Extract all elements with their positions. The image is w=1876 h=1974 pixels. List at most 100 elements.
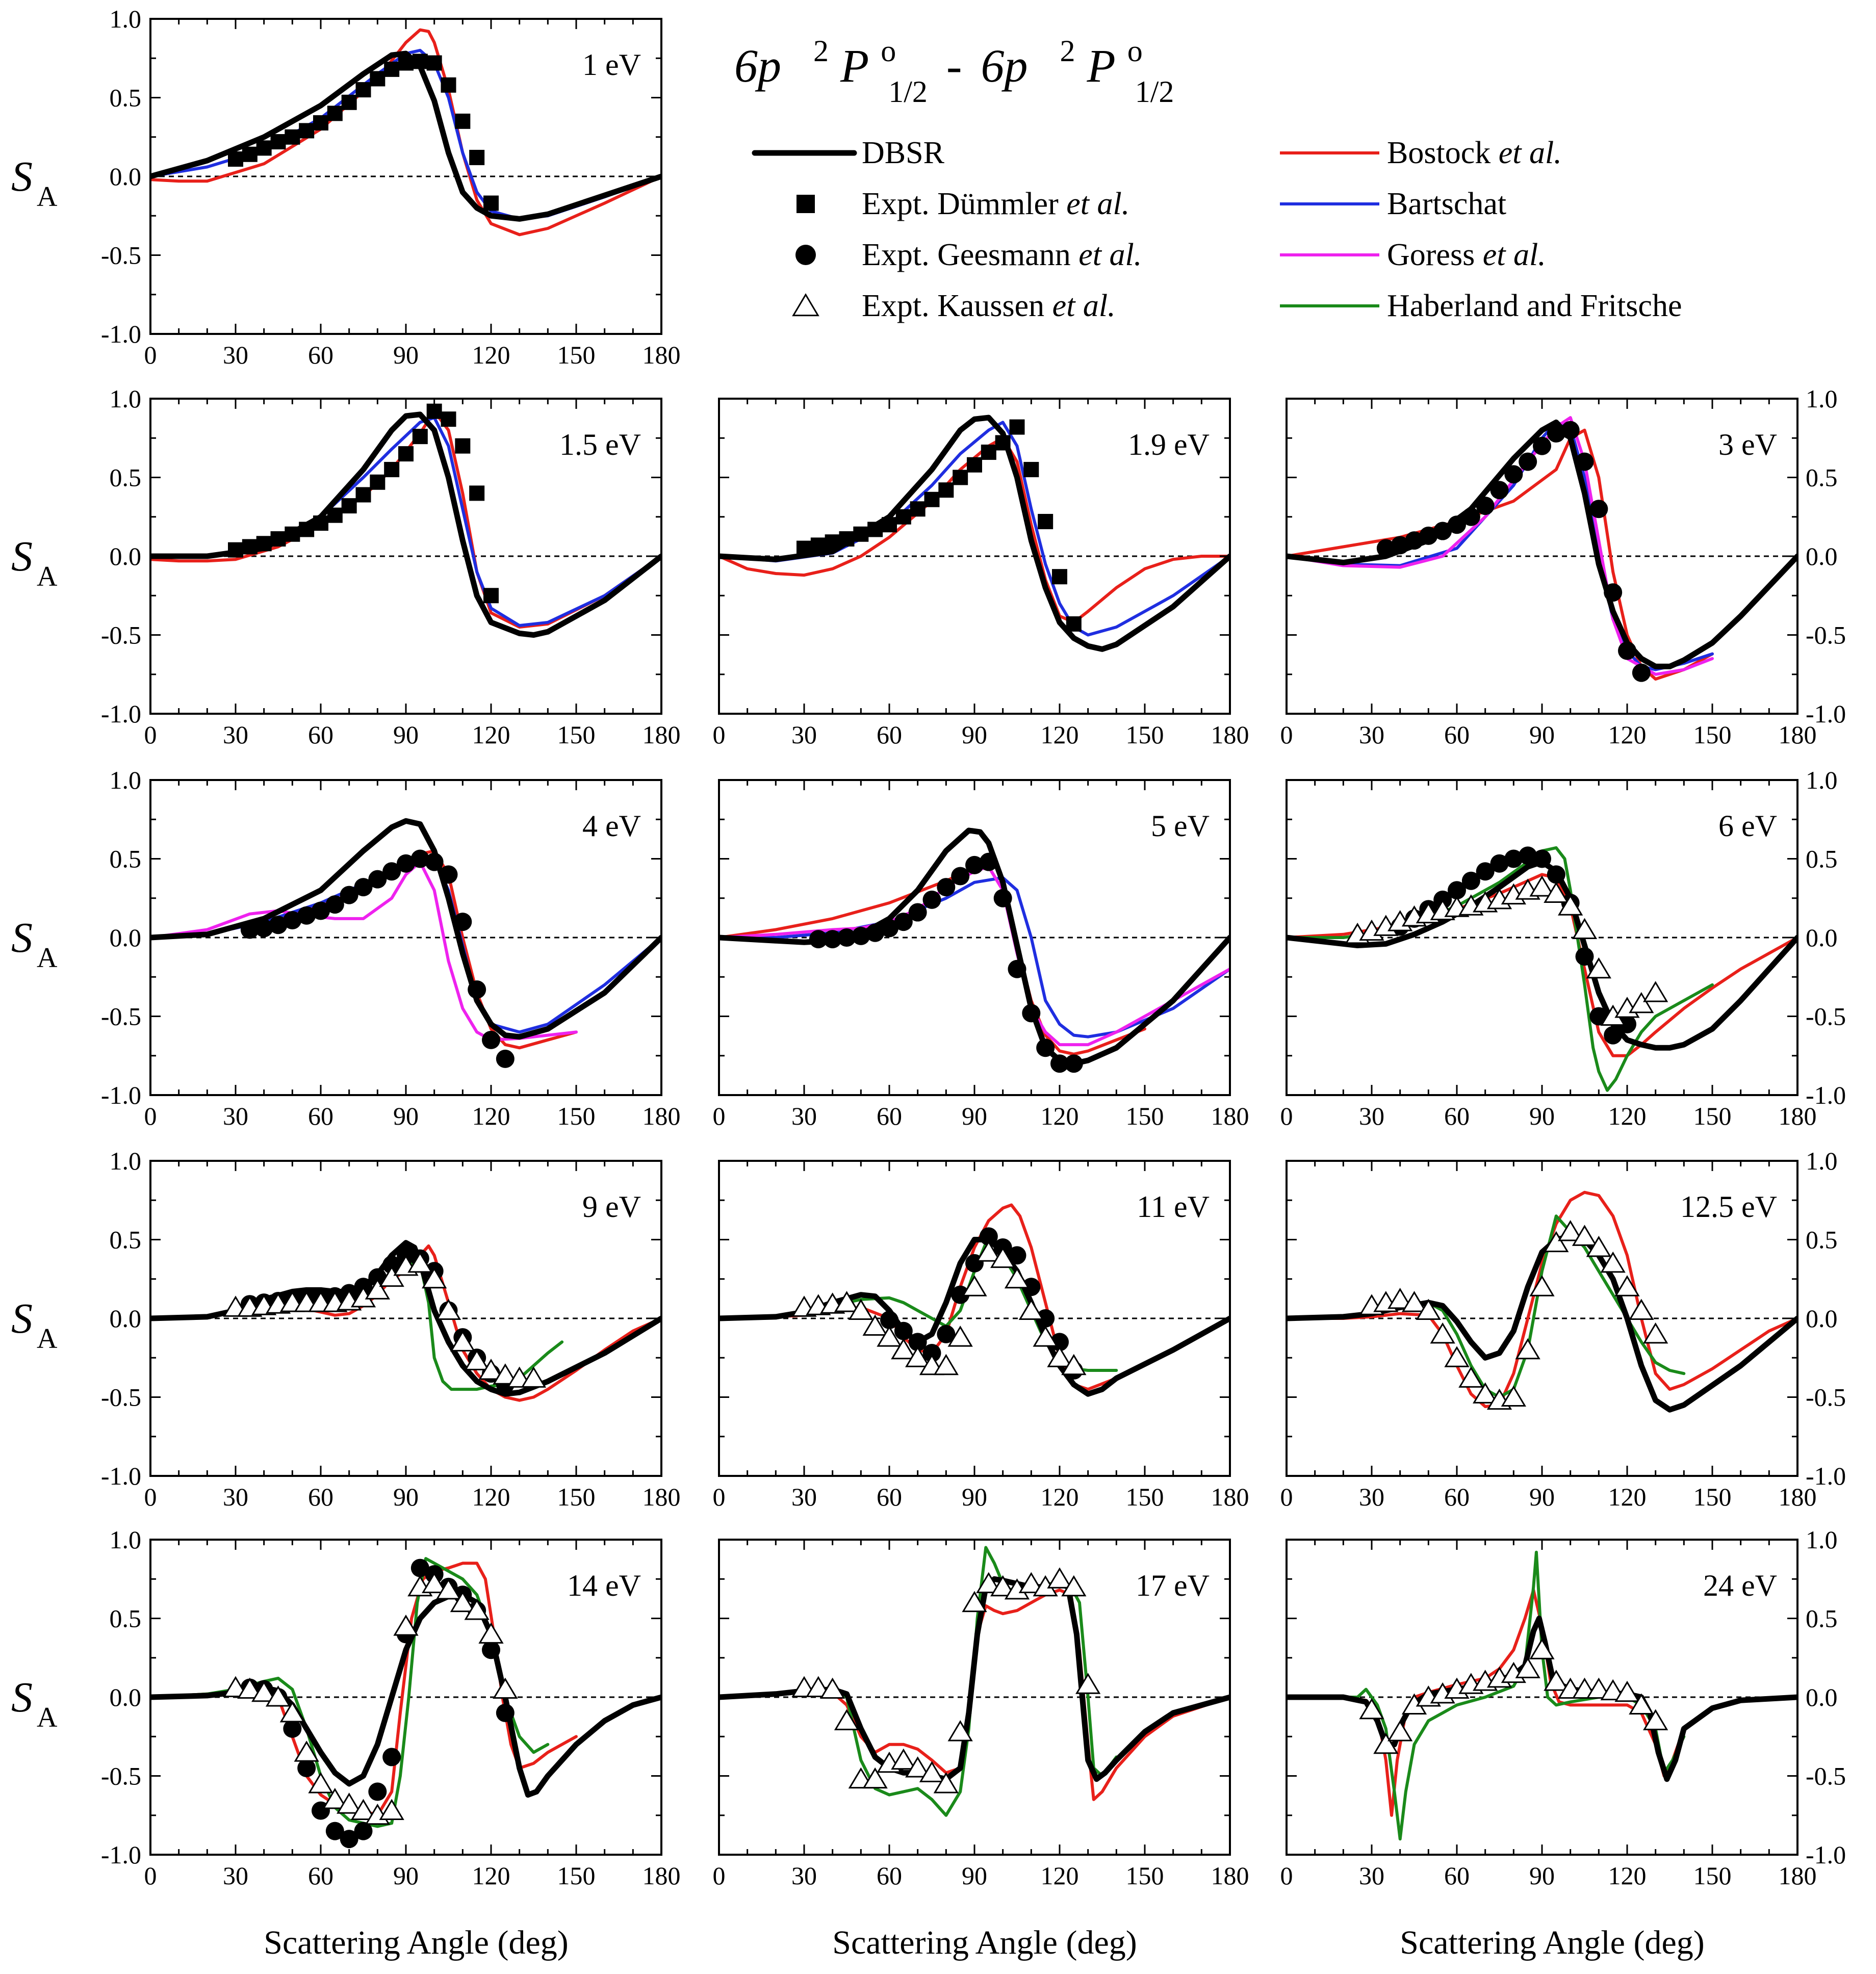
point-circle xyxy=(482,1030,500,1049)
point-square xyxy=(981,445,996,460)
x-tick-label: 150 xyxy=(1126,1102,1164,1130)
energy-label: 1.9 eV xyxy=(1128,428,1210,461)
point-circle xyxy=(496,1703,515,1722)
x-tick-label: 120 xyxy=(472,720,510,749)
series-bostock-et-al xyxy=(719,1588,1230,1801)
point-square xyxy=(882,517,897,533)
x-tick-label: 60 xyxy=(308,341,333,369)
energy-label: 3 eV xyxy=(1718,428,1777,461)
point-triangle xyxy=(1501,1385,1526,1407)
series-dbsr xyxy=(150,1592,661,1798)
energy-label: 24 eV xyxy=(1703,1569,1777,1602)
x-tick-label: 90 xyxy=(1529,720,1555,749)
point-circle xyxy=(410,1559,429,1577)
x-tick-label: 120 xyxy=(1608,1861,1647,1890)
points-expt-d-mmler-et-al xyxy=(228,54,499,211)
point-circle xyxy=(809,930,828,949)
point-square xyxy=(313,115,328,131)
point-circle xyxy=(297,906,316,925)
point-circle xyxy=(937,1324,956,1343)
x-tick-label: 60 xyxy=(877,1861,902,1890)
point-circle xyxy=(283,1719,302,1738)
y-tick-label: -0.5 xyxy=(101,621,141,650)
point-triangle xyxy=(877,1326,902,1347)
point-square xyxy=(327,507,343,523)
panel-1-ev: 0 30 60 90 120 150 180 -1.0 -0.5 0.0 0.5 1.0 S A 1 eV xyxy=(11,5,681,369)
point-circle xyxy=(1575,947,1594,966)
point-circle xyxy=(1604,583,1623,602)
point-circle xyxy=(979,1227,998,1246)
point-triangle xyxy=(1359,1698,1384,1720)
energy-label: 9 eV xyxy=(582,1190,641,1224)
x-tick-label: 150 xyxy=(1126,1483,1164,1511)
point-circle xyxy=(1008,1246,1026,1265)
y-axis-label-sub: A xyxy=(37,561,58,592)
point-circle xyxy=(1490,481,1509,500)
point-circle xyxy=(269,916,288,934)
point-square xyxy=(355,487,371,503)
x-tick-label: 30 xyxy=(791,1483,817,1511)
panel-11-ev: 0 30 60 90 120 150 180 11 eV xyxy=(713,1160,1249,1511)
energy-label: 5 eV xyxy=(1151,809,1210,843)
point-circle xyxy=(922,890,941,909)
x-tick-label: 90 xyxy=(962,1483,987,1511)
point-triangle xyxy=(1416,1298,1441,1320)
x-tick-label: 60 xyxy=(308,1102,333,1130)
x-tick-label: 150 xyxy=(1126,1861,1164,1890)
x-tick-label: 150 xyxy=(1693,1102,1732,1130)
point-circle xyxy=(325,1822,344,1840)
point-square xyxy=(483,195,499,211)
y-tick-label: 1.0 xyxy=(110,1147,142,1175)
point-triangle xyxy=(1444,1346,1470,1367)
point-triangle xyxy=(1373,1732,1399,1754)
y-axis-label-sub: A xyxy=(37,181,58,213)
y-tick-label: 0.0 xyxy=(110,1683,142,1711)
y-tick-label: 1.0 xyxy=(110,766,142,794)
y-tick-label-right: -1.0 xyxy=(1806,1462,1846,1490)
point-circle xyxy=(1036,1038,1055,1057)
x-tick-label: 180 xyxy=(1779,1861,1817,1890)
series-dbsr xyxy=(1287,859,1797,1051)
y-tick-label: -0.5 xyxy=(101,1383,141,1412)
point-triangle xyxy=(1643,1709,1668,1730)
x-tick-label: 30 xyxy=(791,1102,817,1130)
x-tick-label: 60 xyxy=(1444,1102,1470,1130)
y-tick-label: -1.0 xyxy=(101,699,141,728)
point-circle xyxy=(1022,1278,1041,1296)
point-triangle xyxy=(223,1676,248,1697)
legend: DBSR Expt. Dümmler et al. Expt. Geesmann e… xyxy=(752,136,1682,323)
y-tick-label: -1.0 xyxy=(101,1462,141,1490)
point-triangle xyxy=(1558,1220,1583,1241)
point-square xyxy=(341,498,357,514)
x-tick-label: 120 xyxy=(1041,1483,1079,1511)
point-circle xyxy=(1461,871,1480,890)
point-square xyxy=(469,149,485,165)
panel-1-5-ev: 0 30 60 90 120 150 180 -1.0 -0.5 0.0 0.5 1.0 S A 1.5 e… xyxy=(11,384,681,749)
y-tick-label-right: 0.5 xyxy=(1806,1226,1838,1254)
x-tick-label: 30 xyxy=(1359,1102,1384,1130)
point-circle xyxy=(908,903,927,922)
points-expt-kaussen-et-al xyxy=(791,1240,1087,1375)
point-square xyxy=(1023,462,1039,478)
point-triangle xyxy=(1586,1677,1611,1699)
y-tick-label-right: -1.0 xyxy=(1806,699,1846,728)
point-triangle xyxy=(1614,1275,1640,1296)
point-triangle xyxy=(1018,1298,1044,1320)
legend-item-bar: Bartschat xyxy=(1280,187,1506,221)
points-expt-geesmann-et-al xyxy=(1376,421,1651,682)
point-square xyxy=(285,526,300,542)
x-tick-label: 0 xyxy=(144,1861,157,1890)
point-circle xyxy=(1476,862,1495,881)
x-tick-label: 120 xyxy=(472,341,510,369)
point-square xyxy=(810,537,826,553)
point-circle xyxy=(354,878,373,897)
y-axis-label-sub: A xyxy=(37,1323,58,1355)
point-triangle xyxy=(1047,1346,1072,1367)
panel-3-ev: 0 30 60 90 120 150 180-1.0 -0.5 0.0 0.5 1.0 3 eV xyxy=(1280,384,1846,749)
panels: 0 30 60 90 120 150 180-1.0-0.50.00.51.0S A1 eV 0… xyxy=(11,5,1846,1890)
x-tick-label: 0 xyxy=(1280,720,1293,749)
point-circle xyxy=(951,1285,970,1304)
point-triangle xyxy=(1586,1236,1611,1257)
point-triangle xyxy=(1544,1231,1569,1253)
x-axis-titles: Scattering Angle (deg) Scattering Angle (… xyxy=(264,1924,1704,1961)
